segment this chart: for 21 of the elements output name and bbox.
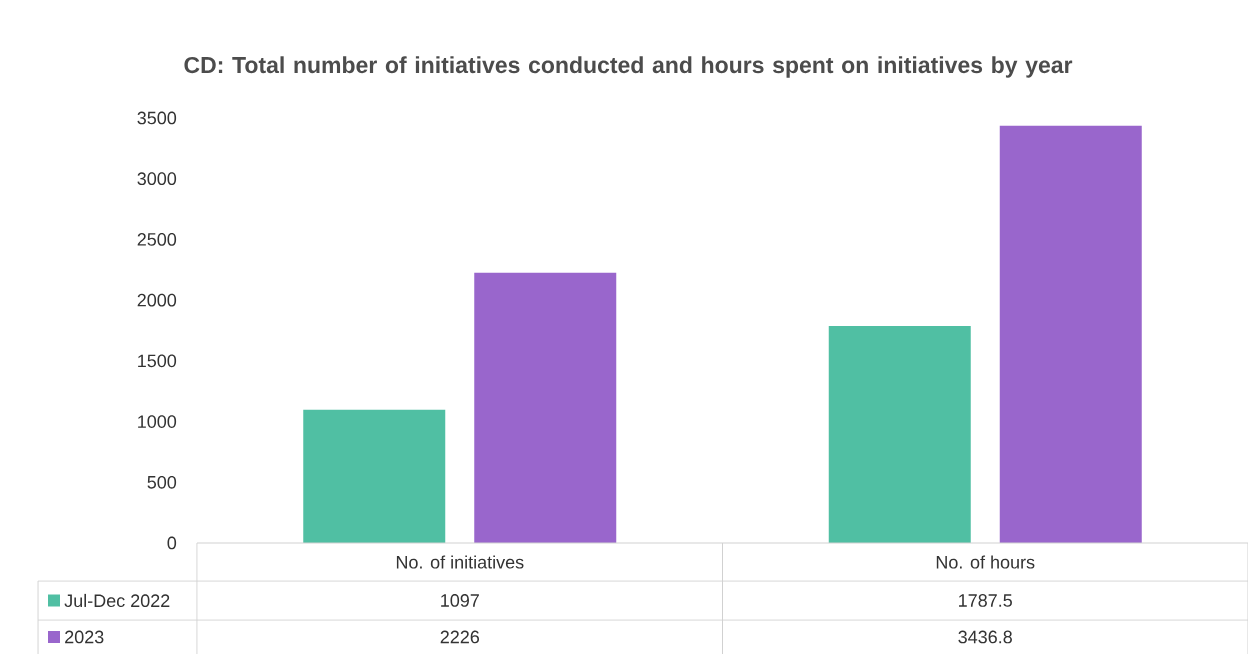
x-tick-label: No. of initiatives bbox=[396, 555, 524, 569]
y-tick-label: 0 bbox=[167, 536, 177, 550]
bar bbox=[999, 125, 1142, 543]
y-tick-label: 3000 bbox=[137, 172, 177, 186]
bar bbox=[828, 325, 971, 543]
y-tick-label: 2000 bbox=[137, 293, 177, 307]
legend-label: Jul-Dec 2022 bbox=[64, 593, 170, 608]
data-label: 3436.8 bbox=[958, 630, 1012, 644]
bar bbox=[474, 272, 617, 543]
y-tick-label: 2500 bbox=[137, 233, 177, 246]
y-tick-label: 1500 bbox=[138, 354, 177, 368]
x-tick-label: No. of hours bbox=[936, 555, 1035, 569]
data-label: 1097 bbox=[441, 594, 479, 607]
y-tick-label: 3500 bbox=[137, 111, 177, 125]
legend-label: 2023 bbox=[65, 630, 104, 644]
y-tick-label: 1000 bbox=[138, 415, 177, 428]
bar bbox=[303, 409, 446, 543]
data-label: 2226 bbox=[440, 630, 480, 644]
chart-title: CD: Total number of initiatives conducted and hours spent on initiatives by year bbox=[184, 56, 1073, 78]
y-tick-label: 500 bbox=[147, 475, 177, 489]
data-label: 1787.5 bbox=[959, 594, 1012, 607]
